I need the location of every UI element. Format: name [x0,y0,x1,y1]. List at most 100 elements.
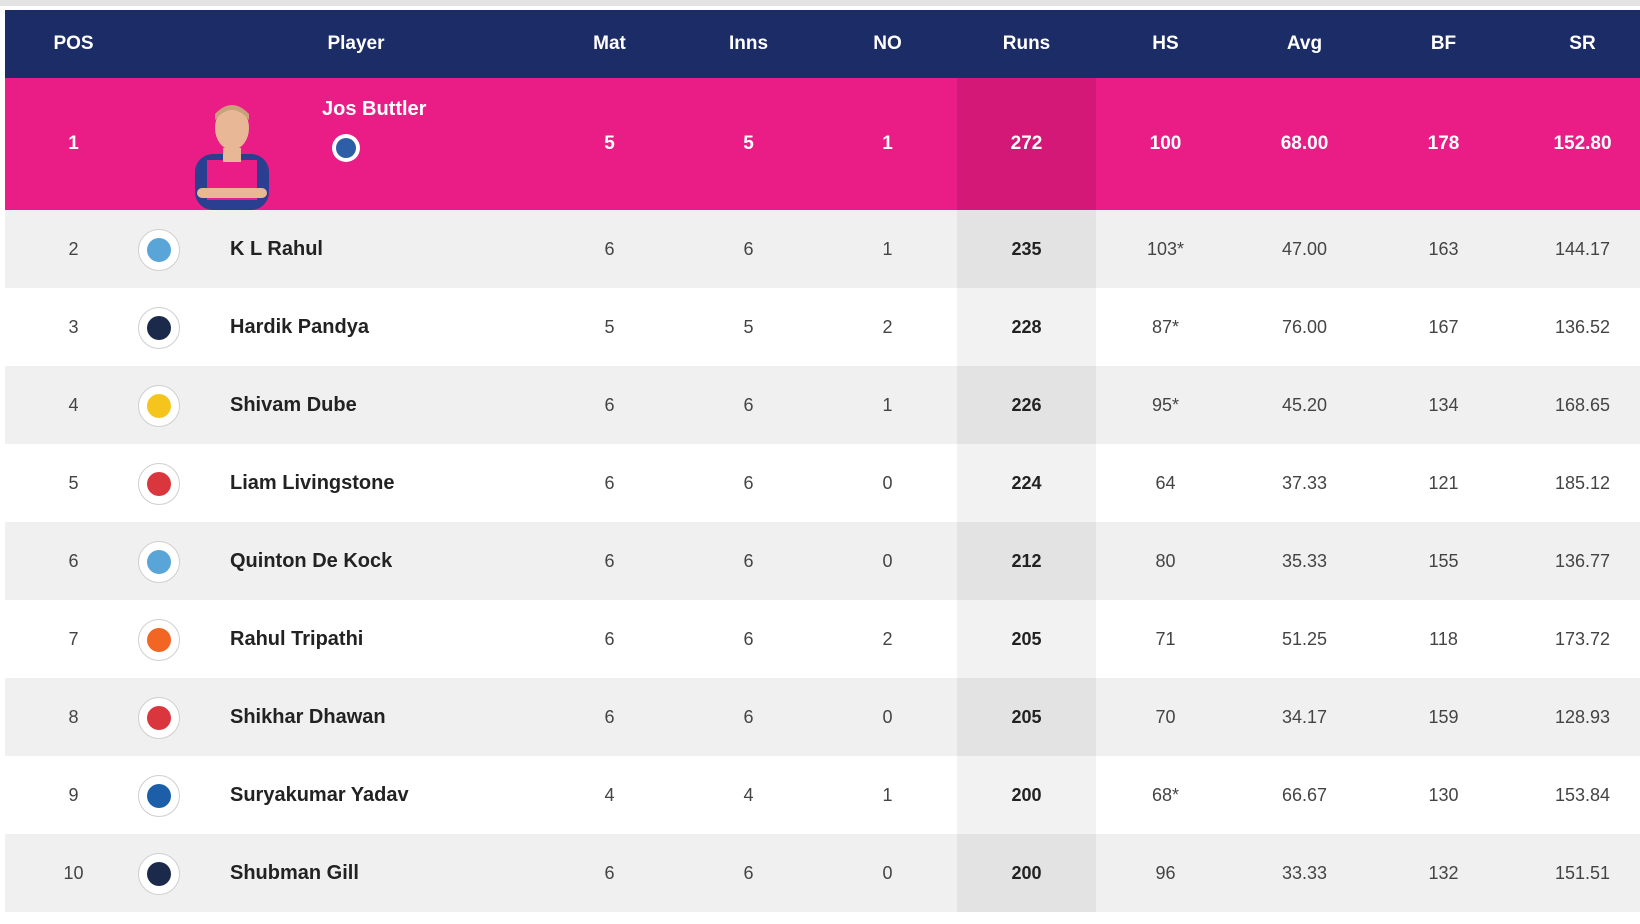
row-inns: 4 [743,784,754,805]
row-bf: 167 [1428,316,1459,337]
row-mat: 6 [604,628,615,649]
header-mat[interactable]: Mat [593,33,626,54]
row-pos: 8 [68,706,79,727]
row-player-name[interactable]: Liam Livingstone [230,471,395,494]
header-no[interactable]: NO [873,33,902,54]
row-player-name[interactable]: Rahul Tripathi [230,627,364,650]
row-pos: 4 [68,394,79,415]
header-hs[interactable]: HS [1152,33,1179,54]
row-hs: 70 [1155,706,1176,727]
table-row[interactable]: 2 K L Rahul 6 6 1 235 103* 47.00 163 144.17 [5,210,1640,288]
row-hs: 103* [1146,238,1185,259]
leader-player[interactable]: Jos Buttler [322,78,540,210]
leader-avg: 68.00 [1280,133,1329,154]
table-row[interactable]: 4 Shivam Dube 6 6 1 226 95* 45.20 134 168.65 [5,366,1640,444]
row-runs: 200 [957,834,1096,912]
leader-row[interactable]: 1 Jos Buttler 5 5 1 272 100 68.00 178 15… [5,78,1640,210]
row-sr: 151.51 [1554,862,1611,883]
row-bf: 163 [1428,238,1459,259]
row-inns: 6 [743,238,754,259]
table-body: 2 K L Rahul 6 6 1 235 103* 47.00 163 144.17 3 Hardi… [5,210,1640,912]
row-player-name[interactable]: Shivam Dube [230,393,357,416]
row-player-name[interactable]: Hardik Pandya [230,315,369,338]
row-runs: 205 [957,600,1096,678]
table-row[interactable]: 9 Suryakumar Yadav 4 4 1 200 68* 66.67 130 153.84 [5,756,1640,834]
row-mat: 6 [604,862,615,883]
row-inns: 6 [743,550,754,571]
row-avg: 45.20 [1281,394,1328,415]
player-photo-icon [142,78,322,210]
table-row[interactable]: 10 Shubman Gill 6 6 0 200 96 33.33 132 151.51 [5,834,1640,912]
leader-player-name[interactable]: Jos Buttler [322,98,427,120]
row-sr: 153.84 [1554,784,1611,805]
row-player-name[interactable]: Shubman Gill [230,861,359,884]
row-inns: 6 [743,628,754,649]
row-pos: 6 [68,550,79,571]
row-player-name[interactable]: Quinton De Kock [230,549,393,572]
row-avg: 37.33 [1281,472,1328,493]
row-player-name[interactable]: K L Rahul [230,237,323,260]
row-sr: 136.52 [1554,316,1611,337]
row-sr: 168.65 [1554,394,1611,415]
row-bf: 121 [1428,472,1459,493]
row-runs: 205 [957,678,1096,756]
row-no: 0 [882,472,893,493]
row-pos: 7 [68,628,79,649]
row-mat: 5 [604,316,615,337]
table-row[interactable]: 3 Hardik Pandya 5 5 2 228 87* 76.00 167 136.52 [5,288,1640,366]
row-no: 0 [882,862,893,883]
row-inns: 6 [743,472,754,493]
leader-no: 1 [882,133,893,154]
row-hs: 80 [1155,550,1176,571]
row-runs: 200 [957,756,1096,834]
row-bf: 134 [1428,394,1459,415]
row-avg: 47.00 [1281,238,1328,259]
row-no: 0 [882,550,893,571]
row-no: 1 [882,784,893,805]
row-avg: 76.00 [1281,316,1328,337]
row-no: 1 [882,394,893,415]
row-no: 2 [882,628,893,649]
row-hs: 87* [1151,316,1180,337]
header-avg[interactable]: Avg [1286,33,1323,54]
row-pos: 3 [68,316,79,337]
row-bf: 118 [1429,628,1458,649]
row-hs: 96 [1155,862,1176,883]
header-player[interactable]: Player [327,33,385,54]
team-logo-icon [332,134,360,162]
row-mat: 6 [604,706,615,727]
table-row[interactable]: 8 Shikhar Dhawan 6 6 0 205 70 34.17 159 128.93 [5,678,1640,756]
row-no: 1 [882,238,893,259]
table-row[interactable]: 5 Liam Livingstone 6 6 0 224 64 37.33 121 185.12 [5,444,1640,522]
row-hs: 95* [1151,394,1180,415]
header-sr[interactable]: SR [1569,33,1596,54]
row-hs: 68* [1151,784,1180,805]
row-mat: 6 [604,472,615,493]
header-runs[interactable]: Runs [1002,33,1051,54]
leader-runs: 272 [957,78,1096,210]
leader-bf: 178 [1427,133,1460,154]
row-player-name[interactable]: Shikhar Dhawan [230,705,386,728]
row-pos: 5 [68,472,79,493]
row-runs: 235 [957,210,1096,288]
table-row[interactable]: 7 Rahul Tripathi 6 6 2 205 71 51.25 118 173.72 [5,600,1640,678]
row-mat: 6 [604,550,615,571]
row-no: 2 [882,316,893,337]
row-player-name[interactable]: Suryakumar Yadav [230,783,409,806]
row-mat: 4 [604,784,615,805]
row-sr: 173.72 [1554,628,1611,649]
table-row[interactable]: 6 Quinton De Kock 6 6 0 212 80 35.33 155 136.77 [5,522,1640,600]
row-runs: 226 [957,366,1096,444]
leader-sr: 152.80 [1553,133,1612,154]
header-bf[interactable]: BF [1430,33,1457,54]
row-sr: 144.17 [1554,238,1611,259]
row-bf: 132 [1428,862,1459,883]
leader-pos: 1 [68,133,79,154]
header-inns[interactable]: Inns [728,33,769,54]
row-avg: 33.33 [1281,862,1328,883]
leader-hs: 100 [1149,133,1182,154]
row-bf: 159 [1428,706,1459,727]
header-pos[interactable]: POS [53,33,94,54]
row-inns: 5 [743,316,754,337]
row-hs: 64 [1155,472,1176,493]
